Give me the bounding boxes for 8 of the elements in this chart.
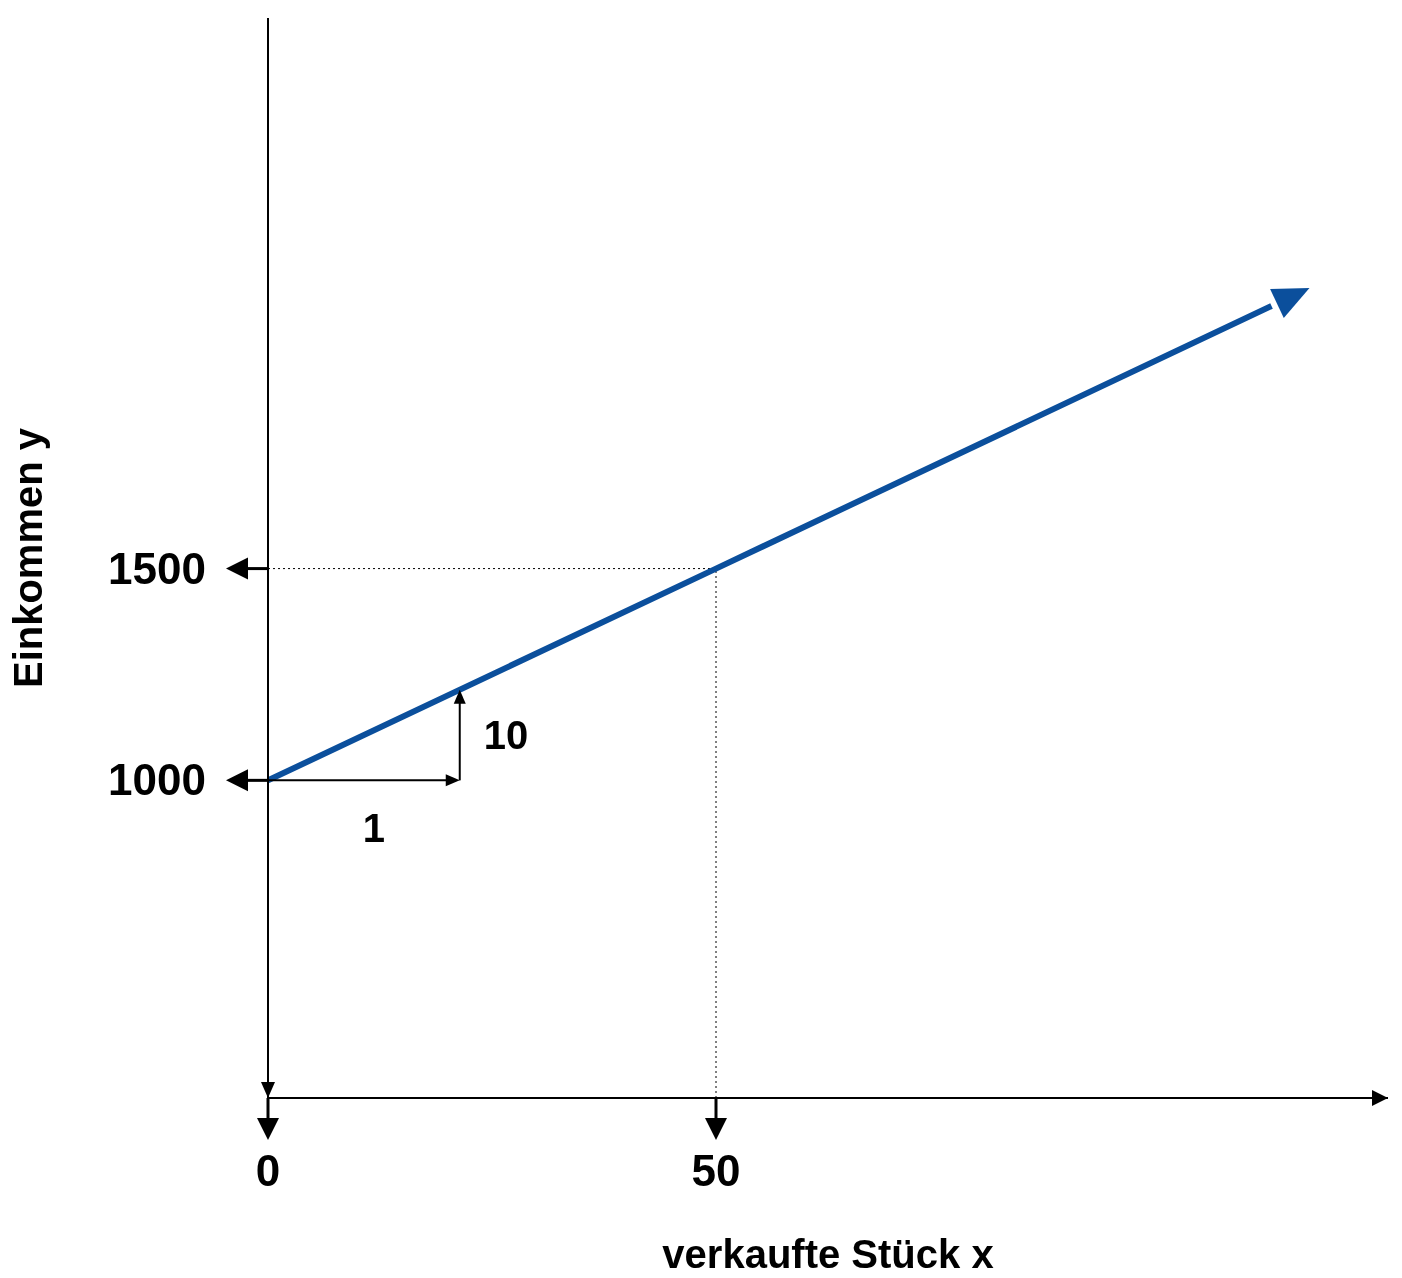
annotation: 10 xyxy=(483,713,529,758)
y-axis-title: Einkommen y xyxy=(6,427,51,689)
annotation: 1 xyxy=(362,806,385,851)
x-tick-label: 50 xyxy=(691,1146,741,1195)
y-tick-label: 1000 xyxy=(108,755,206,805)
x-tick-label: 0 xyxy=(255,1146,281,1195)
y-tick-label: 1500 xyxy=(108,543,206,593)
x-axis-title: verkaufte Stück x xyxy=(662,1232,994,1276)
